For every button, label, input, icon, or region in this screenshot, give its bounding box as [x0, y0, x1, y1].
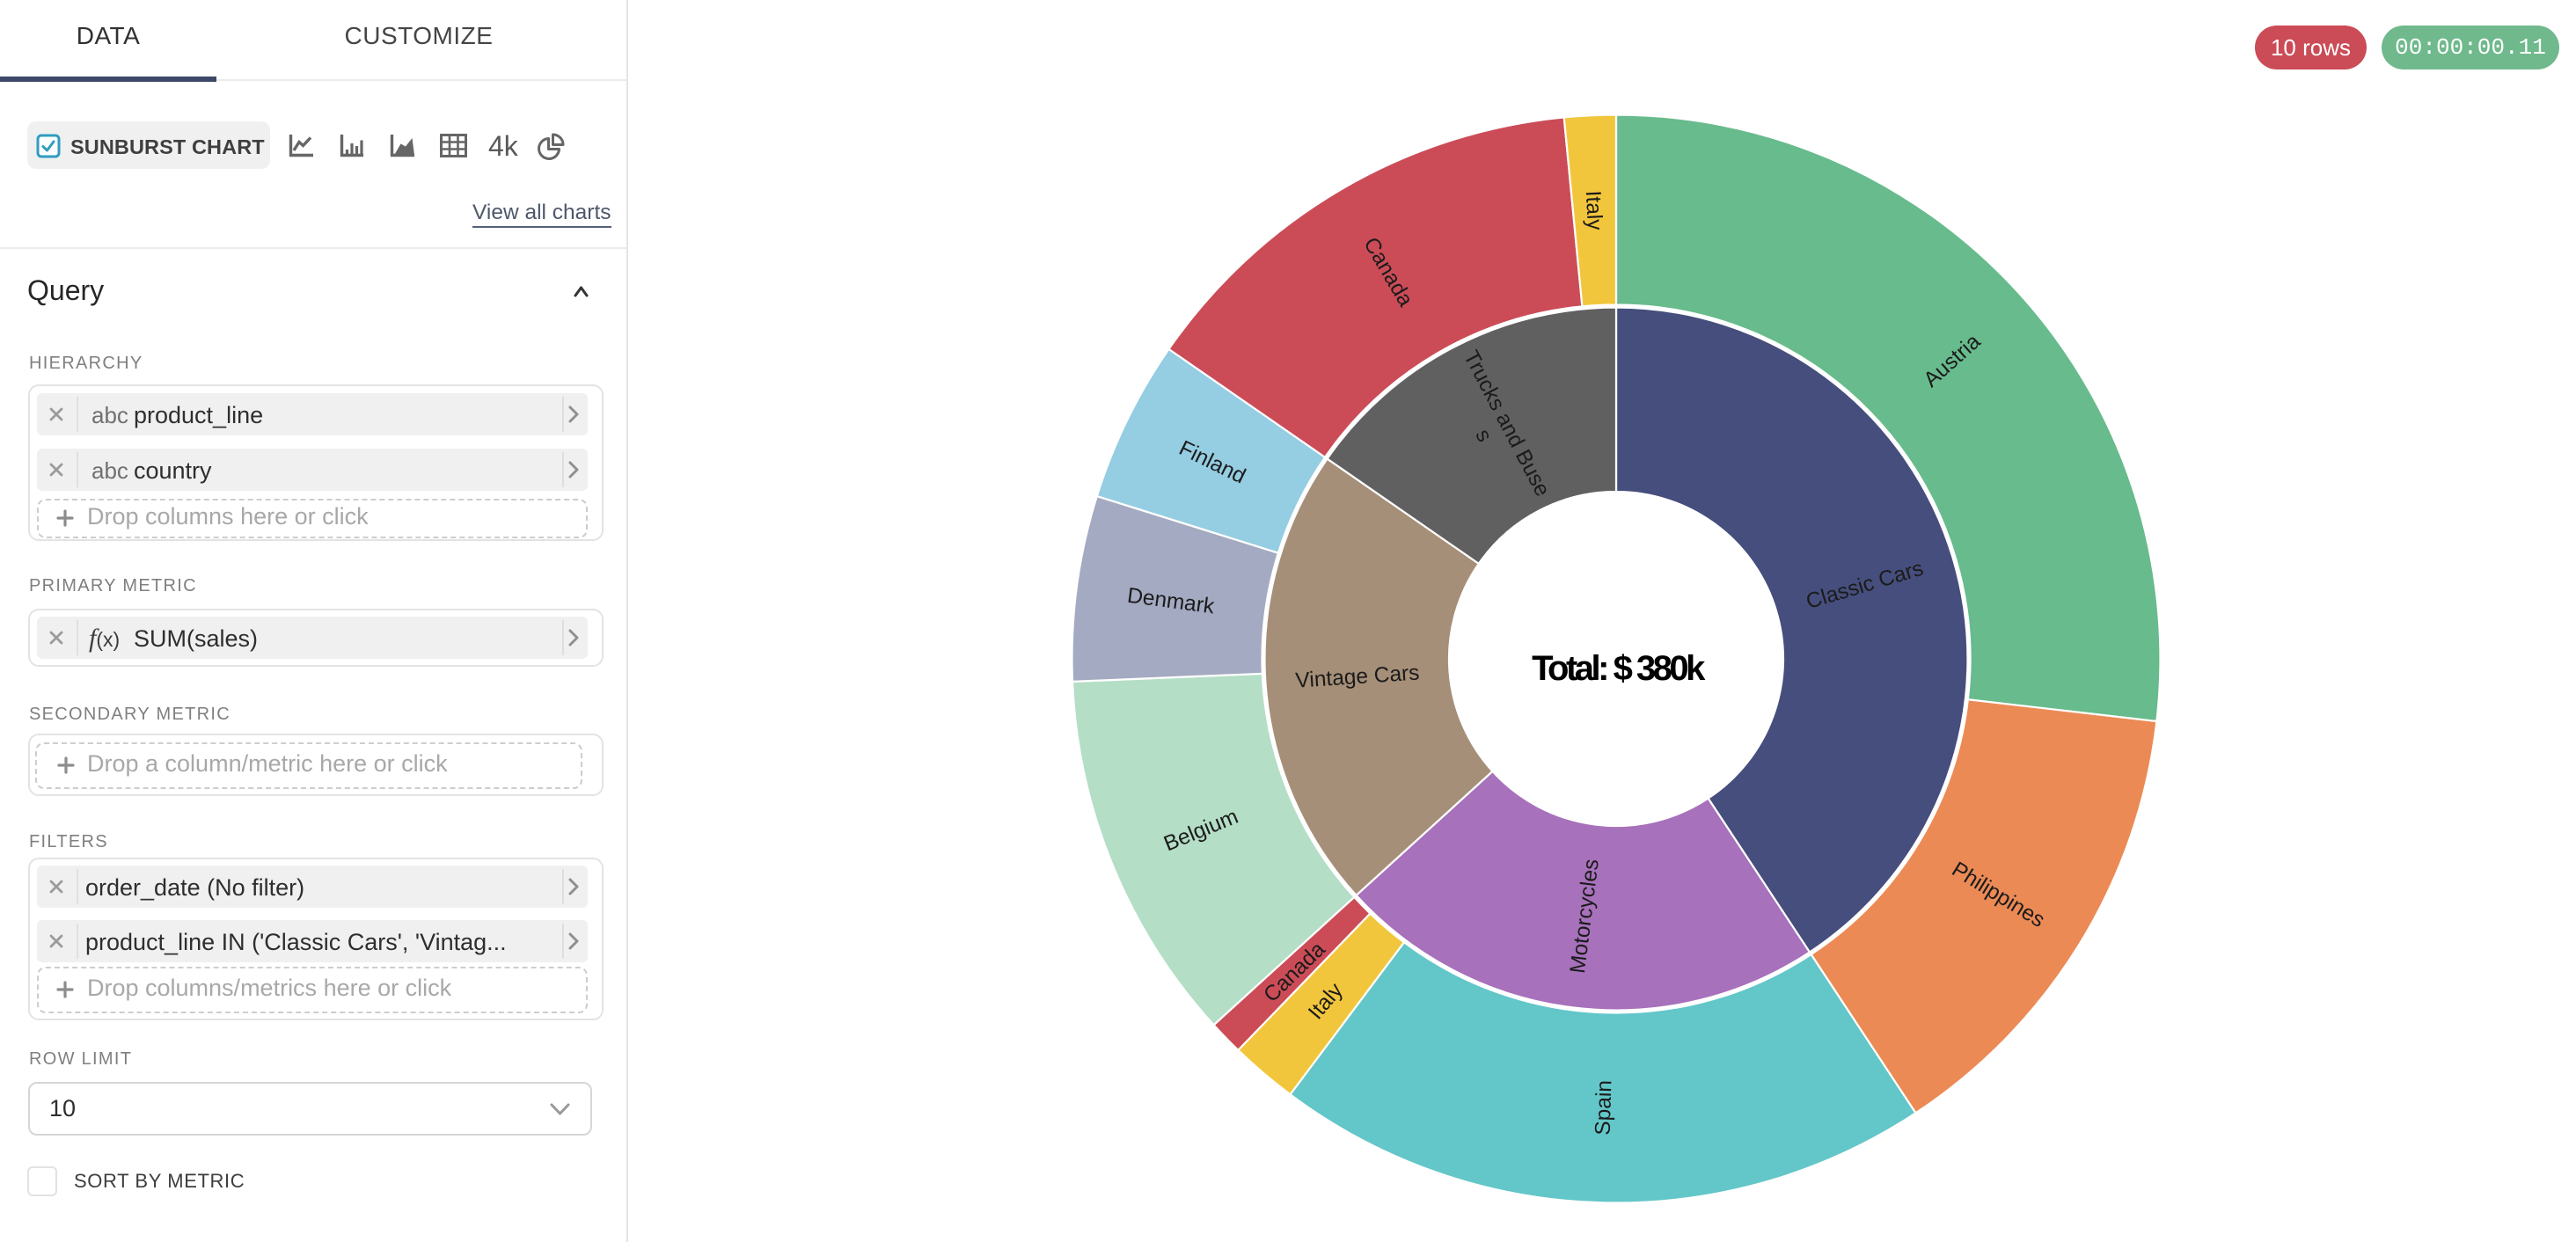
svg-text:Spain: Spain: [1592, 1080, 1617, 1136]
svg-text:Italy: Italy: [1581, 190, 1606, 231]
svg-text:Total: $ 380k: Total: $ 380k: [1532, 649, 1706, 688]
